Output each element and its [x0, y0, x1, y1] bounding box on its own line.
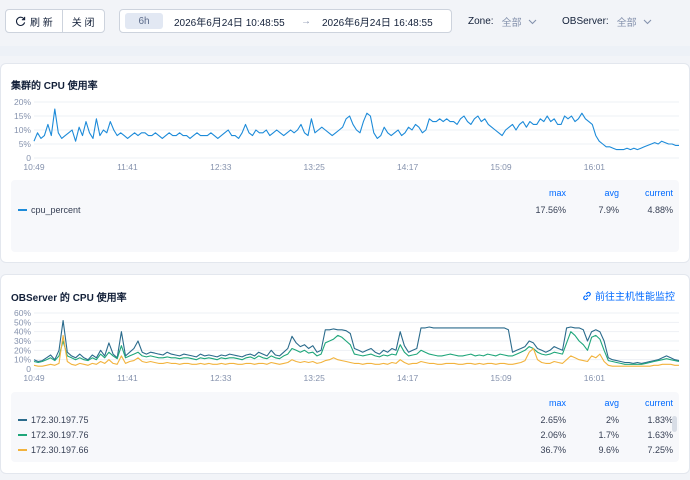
series-avg: 1.7% [598, 430, 619, 440]
y-tick-label: 20% [14, 345, 31, 355]
cluster-cpu-legend: max avg current cpu_percent 17.56% 7.9% … [11, 180, 679, 252]
observer-filter-label: OBServer: [562, 16, 609, 27]
legend-header-avg[interactable]: avg [604, 188, 619, 198]
series-swatch [18, 434, 27, 436]
legend-header-max[interactable]: max [548, 188, 566, 198]
observer-cpu-legend: max avg current 172.30.197.75 2.65% 2% 1… [11, 392, 679, 462]
series-swatch [18, 419, 27, 421]
legend-header-current[interactable]: current [644, 188, 673, 198]
x-tick-label: 16:01 [584, 373, 606, 383]
series-max: 2.06% [540, 430, 566, 440]
series-current: 1.63% [647, 430, 673, 440]
host-monitor-link[interactable]: 前往主机性能监控 [582, 288, 675, 303]
x-tick-label: 13:25 [304, 373, 326, 383]
series-line [33, 319, 680, 364]
series-name: 172.30.197.66 [31, 445, 89, 455]
series-max: 17.56% [535, 205, 566, 215]
observer-cpu-chart[interactable]: 60%50%40%30%20%10%010:49 11:41 12:33 13:25 1… [1, 305, 690, 385]
close-button[interactable]: 关 闭 [61, 10, 104, 32]
x-tick-label: 15:09 [490, 162, 512, 172]
legend-row[interactable]: 172.30.197.66 36.7% 9.6% 7.25% [11, 443, 679, 457]
legend-header-avg[interactable]: avg [604, 398, 619, 408]
toolbar: 刷 新 关 闭 6h 2026年6月24日 10:48:55 → 2026年6月… [0, 0, 690, 46]
x-tick-label: 16:01 [584, 162, 606, 172]
y-tick-label: 40% [14, 327, 31, 337]
observer-filter-value[interactable]: 全部 [616, 18, 637, 29]
observer-cpu-title: OBServer 的 CPU 使用率 [11, 293, 127, 304]
legend-header: max avg current [11, 188, 679, 202]
refresh-button[interactable]: 刷 新 [6, 10, 62, 32]
x-tick-label: 10:49 [23, 373, 45, 383]
duration-badge[interactable]: 6h [125, 13, 163, 29]
time-range-picker[interactable]: 6h 2026年6月24日 10:48:55 → 2026年6月24日 16:4… [119, 9, 452, 33]
refresh-icon [16, 16, 26, 26]
y-tick-label: 60% [14, 308, 31, 318]
series-swatch [18, 209, 27, 211]
x-tick-label: 15:09 [490, 373, 512, 383]
series-current: 4.88% [647, 205, 673, 215]
series-line [33, 108, 679, 151]
y-tick-label: 0 [26, 364, 31, 374]
series-name: 172.30.197.75 [31, 415, 89, 425]
x-tick-label: 13:25 [304, 162, 326, 172]
y-tick-label: 5% [19, 139, 32, 149]
x-tick-label: 12:33 [210, 162, 232, 172]
cluster-cpu-chart[interactable]: 20% 15% 10% 5% 010:49 11:41 12:33 13:25 14:17 15:… [1, 92, 690, 176]
start-time[interactable]: 2026年6月24日 10:48:55 [174, 17, 285, 29]
series-line [33, 334, 679, 367]
y-tick-label: 10% [14, 125, 31, 135]
cluster-cpu-title: 集群的 CPU 使用率 [11, 81, 98, 92]
chevron-down-icon [528, 19, 536, 24]
series-line [33, 331, 680, 365]
observer-cpu-card: OBServer 的 CPU 使用率 前往主机性能监控 60% 50% 40% 30%… [0, 274, 690, 474]
zone-filter-value[interactable]: 全部 [501, 18, 522, 29]
series-swatch [18, 449, 27, 451]
y-tick-label: 10% [14, 355, 31, 365]
zone-filter[interactable]: Zone: 全部 [468, 14, 537, 29]
y-tick-label: 50% [14, 317, 31, 327]
series-current: 7.25% [647, 445, 673, 455]
zone-filter-label: Zone: [468, 16, 494, 27]
x-tick-label: 11:41 [117, 373, 138, 383]
x-tick-label: 11:41 [117, 162, 138, 172]
link-icon [583, 291, 591, 300]
legend-header-current[interactable]: current [644, 398, 673, 408]
y-tick-label: 30% [14, 336, 31, 346]
y-tick-label: 15% [14, 111, 31, 121]
series-current: 1.83% [647, 415, 673, 425]
x-tick-label: 14:17 [397, 162, 419, 172]
end-time[interactable]: 2026年6月24日 16:48:55 [322, 17, 433, 29]
chevron-down-icon [643, 19, 652, 24]
refresh-label: 刷 新 [30, 17, 53, 29]
y-tick-label: 20% [14, 97, 31, 107]
legend-header: max avg current [11, 398, 679, 412]
y-tick-label: 0 [26, 153, 31, 163]
series-avg: 2% [605, 415, 619, 425]
legend-scrollbar[interactable] [672, 416, 677, 432]
action-button-group: 刷 新 关 闭 [5, 9, 105, 33]
x-tick-label: 14:17 [397, 373, 419, 383]
close-label: 关 闭 [71, 17, 95, 29]
host-monitor-link-label: 前往主机性能监控 [595, 292, 675, 303]
toolbar-divider [0, 46, 690, 56]
legend-header-max[interactable]: max [548, 398, 566, 408]
legend-row[interactable]: cpu_percent 17.56% 7.9% 4.88% [11, 203, 679, 217]
series-max: 36.7% [540, 445, 566, 455]
series-avg: 7.9% [598, 205, 619, 215]
observer-filter[interactable]: OBServer: 全部 [562, 14, 652, 29]
series-max: 2.65% [540, 415, 566, 425]
x-tick-label: 12:33 [210, 373, 232, 383]
x-tick-label: 10:49 [23, 162, 45, 172]
series-name: 172.30.197.76 [31, 430, 89, 440]
legend-row[interactable]: 172.30.197.76 2.06% 1.7% 1.63% [11, 428, 679, 442]
arrow-right-icon: → [301, 15, 311, 27]
series-name: cpu_percent [31, 205, 81, 215]
series-avg: 9.6% [598, 445, 619, 455]
cluster-cpu-card: 集群的 CPU 使用率 20% 15% 10% 5% 0 10:49 11:41 12:33 1… [0, 63, 690, 263]
legend-row[interactable]: 172.30.197.75 2.65% 2% 1.83% [11, 413, 679, 427]
